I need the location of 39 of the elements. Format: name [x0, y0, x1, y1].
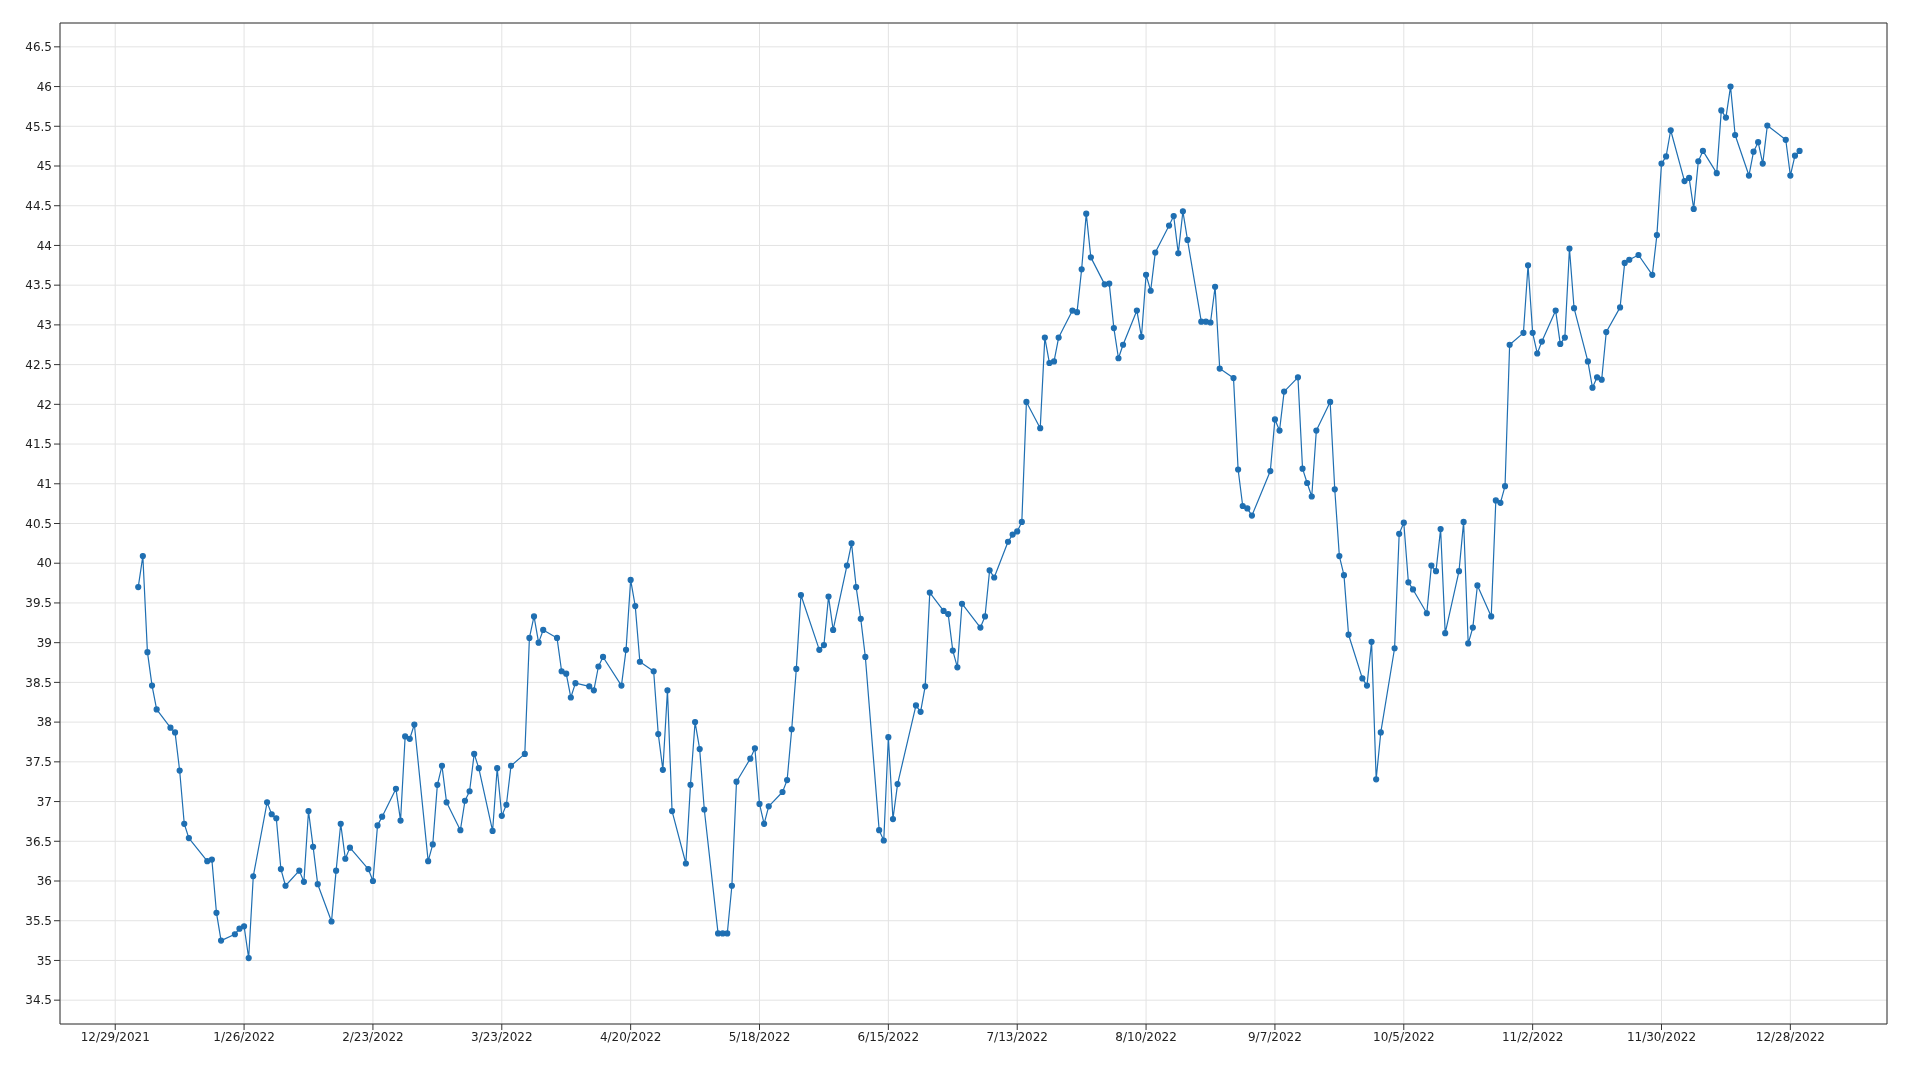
- y-tick-label: 43: [36, 318, 52, 333]
- y-tick-label: 45: [36, 159, 52, 174]
- y-tick-label: 35: [36, 953, 52, 968]
- y-tick-label: 43.5: [25, 278, 52, 293]
- y-tick-label: 46: [36, 79, 52, 94]
- y-tick-label: 34.5: [25, 993, 52, 1008]
- x-tick-label: 6/15/2022: [857, 1029, 920, 1044]
- x-tick-label: 9/7/2022: [1247, 1029, 1302, 1044]
- y-tick-label: 40: [36, 556, 52, 571]
- y-tick-label: 36.5: [25, 834, 52, 849]
- y-tick-label: 44: [36, 238, 52, 253]
- y-tick-label: 41: [36, 477, 52, 492]
- y-tick-label: 44.5: [25, 198, 52, 213]
- x-tick-label: 2/23/2022: [342, 1029, 404, 1044]
- x-tick-label: 12/29/2021: [80, 1029, 150, 1044]
- y-tick-label: 41.5: [25, 437, 52, 452]
- x-tick-label: 11/2/2022: [1501, 1029, 1564, 1044]
- x-tick-label: 10/5/2022: [1373, 1029, 1435, 1044]
- x-tick-label: 12/28/2022: [1755, 1029, 1825, 1044]
- x-tick-label: 3/23/2022: [471, 1029, 533, 1044]
- y-tick-label: 38.5: [25, 675, 52, 690]
- y-tick-label: 37: [36, 794, 52, 809]
- x-tick-label: 8/10/2022: [1115, 1029, 1177, 1044]
- y-tick-label: 42.5: [25, 357, 52, 372]
- x-tick-label: 1/26/2022: [213, 1029, 275, 1044]
- y-tick-label: 38: [36, 715, 52, 730]
- y-tick-label: 39: [36, 635, 52, 650]
- y-tick-label: 42: [36, 397, 52, 412]
- x-tick-label: 11/30/2022: [1626, 1029, 1697, 1044]
- y-tick-label: 45.5: [25, 119, 52, 134]
- x-tick-label: 5/18/2022: [728, 1029, 791, 1044]
- y-tick-label: 39.5: [25, 596, 52, 611]
- y-tick-label: 40.5: [25, 516, 52, 531]
- y-tick-label: 36: [36, 874, 52, 889]
- y-tick-label: 37.5: [25, 755, 52, 770]
- y-tick-label: 35.5: [25, 913, 52, 928]
- x-tick-label: 7/13/2022: [986, 1029, 1048, 1044]
- y-tick-label: 46.5: [25, 40, 52, 55]
- x-tick-label: 4/20/2022: [599, 1029, 662, 1044]
